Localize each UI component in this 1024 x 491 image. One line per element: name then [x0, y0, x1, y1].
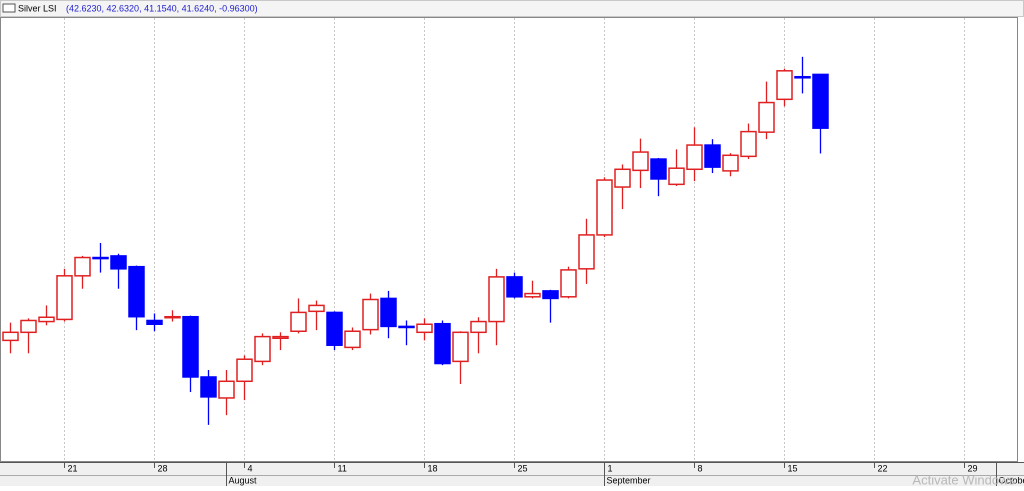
candle-body: [399, 326, 414, 327]
candle-body: [489, 277, 504, 322]
candle-body: [471, 322, 486, 333]
x-tick-label: 28: [158, 463, 168, 473]
candle-body: [57, 276, 72, 320]
candle-body: [309, 305, 324, 311]
candle-body: [759, 103, 774, 133]
chart-title: Silver LSI: [18, 3, 57, 13]
candle-body: [363, 299, 378, 329]
watermark: Activate Windows: [912, 472, 1015, 486]
candle-body: [453, 332, 468, 361]
candle-body: [111, 256, 126, 269]
candle-body: [579, 235, 594, 269]
candle-body: [723, 155, 738, 171]
month-label: September: [607, 475, 651, 485]
candle-body: [543, 291, 558, 299]
candle-body: [687, 145, 702, 169]
candle-body: [777, 71, 792, 100]
x-tick-label: 4: [248, 463, 253, 473]
candle-body: [201, 377, 216, 397]
x-tick-label: 25: [518, 463, 528, 473]
candle-body: [327, 312, 342, 345]
month-label: August: [229, 475, 258, 485]
candle-body: [741, 132, 756, 157]
candle-body: [21, 320, 36, 332]
candle-body: [147, 320, 162, 324]
candle-body: [795, 77, 810, 78]
chart-subtitle: (42.6230, 42.6320, 41.1540, 41.6240, -0.…: [66, 3, 258, 13]
candle-body: [813, 74, 828, 128]
candle-body: [93, 258, 108, 259]
plot-area: [1, 18, 1018, 462]
candle-body: [345, 331, 360, 347]
x-tick-label: 18: [428, 463, 438, 473]
candle-body: [435, 324, 450, 364]
x-tick-label: 15: [788, 463, 798, 473]
candle-body: [507, 277, 522, 297]
x-tick-label: 8: [698, 463, 703, 473]
candle-body: [183, 317, 198, 377]
candle-body: [219, 381, 234, 398]
candle-body: [651, 159, 666, 179]
candle-body: [417, 324, 432, 332]
header-icon: [3, 4, 15, 12]
candle-body: [597, 180, 612, 235]
candle-body: [3, 332, 18, 340]
x-tick-label: 11: [338, 463, 347, 473]
candle-body: [39, 317, 54, 321]
candle-body: [237, 359, 252, 381]
x-tick-label: 1: [608, 463, 613, 473]
candle-body: [615, 169, 630, 187]
candle-body: [705, 145, 720, 167]
candle-body: [669, 168, 684, 184]
candle-body: [561, 270, 576, 297]
candle-body: [273, 337, 288, 339]
candle-body: [633, 152, 648, 170]
candle-body: [75, 258, 90, 276]
candle-body: [165, 317, 180, 318]
candle-body: [255, 337, 270, 362]
x-tick-label: 21: [68, 463, 78, 473]
candle-body: [525, 294, 540, 297]
x-tick-label: 22: [878, 463, 888, 473]
candle-body: [129, 267, 144, 317]
candle-body: [381, 298, 396, 326]
candle-body: [291, 312, 306, 331]
x-axis-band: [0, 462, 1024, 486]
